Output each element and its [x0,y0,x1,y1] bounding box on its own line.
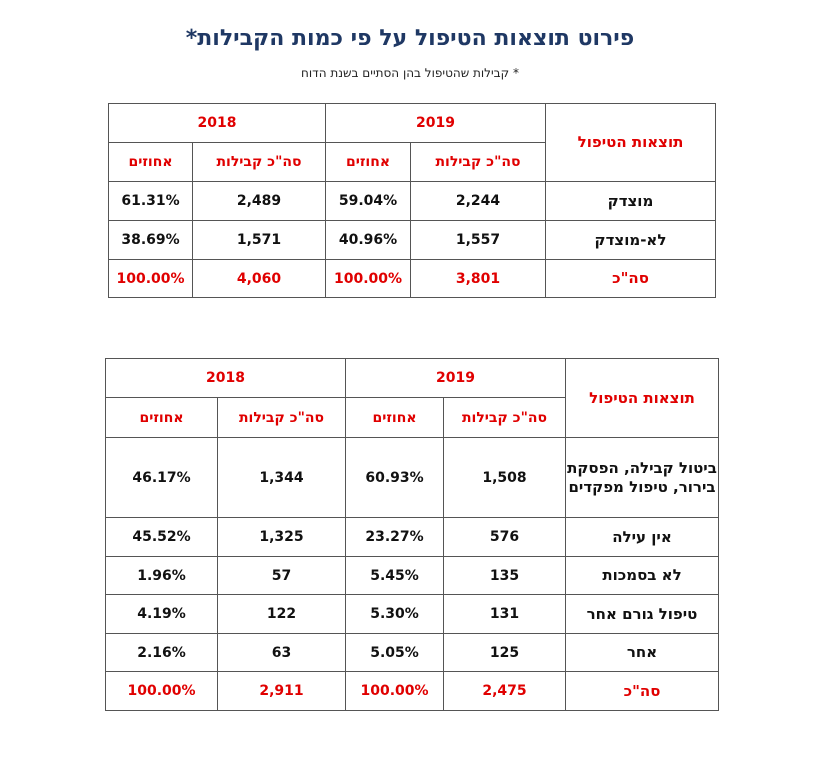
row-label: ביטול קבילה, הפסקת בירור, טיפול מפקדים [565,437,719,518]
row-label: סה"כ [565,671,719,711]
percent-cell: 60.93% [345,437,444,518]
table-row: לא-מוצדק 1,557 40.96% 1,571 38.69% [108,220,716,260]
percent-cell: 1.96% [105,556,218,595]
count-header: סה"כ קבילות [217,397,346,438]
subheader-row: סה"כ קבילות אחוזים סה"כ קבילות אחוזים [105,397,719,438]
count-cell: 2,475 [443,671,566,711]
footnote: * קבילות שהטיפול בהן הסתיים בשנת הדוח [301,66,519,80]
count-header: סה"כ קבילות [443,397,566,438]
page-title: פירוט תוצאות הטיפול על פי כמות הקבילות* [185,26,635,51]
percent-cell: 5.30% [345,594,444,634]
row-label: לא-מוצדק [545,220,716,260]
table-row: לא בסמכות 135 5.45% 57 1.96% [105,556,719,595]
results-table-summary: תוצאות הטיפול 2019 2018 סה"כ קבילות אחוזים סה… [108,103,716,298]
percent-cell: 2.16% [105,633,218,672]
percent-header: אחוזים [345,397,444,438]
percent-cell: 100.00% [345,671,444,711]
percent-cell: 100.00% [325,259,411,298]
label-column-header: תוצאות הטיפול [545,103,716,182]
table-row: אין עילה 576 23.27% 1,325 45.52% [105,517,719,557]
count-cell: 3,801 [410,259,546,298]
count-cell: 131 [443,594,566,634]
percent-cell: 61.31% [108,181,193,221]
header-row: תוצאות הטיפול 2019 2018 [108,103,716,182]
count-cell: 2,244 [410,181,546,221]
percent-header: אחוזים [325,142,411,182]
count-cell: 2,489 [192,181,326,221]
row-label: אחר [565,633,719,672]
percent-cell: 5.05% [345,633,444,672]
percent-cell: 5.45% [345,556,444,595]
results-table-breakdown: תוצאות הטיפול 2019 2018 סה"כ קבילות אחוזים סה… [105,358,719,711]
count-cell: 63 [217,633,346,672]
percent-cell: 38.69% [108,220,193,260]
count-cell: 1,508 [443,437,566,518]
count-header: סה"כ קבילות [410,142,546,182]
percent-cell: 59.04% [325,181,411,221]
percent-cell: 45.52% [105,517,218,557]
count-cell: 125 [443,633,566,672]
count-cell: 1,557 [410,220,546,260]
percent-cell: 100.00% [108,259,193,298]
count-cell: 576 [443,517,566,557]
percent-cell: 100.00% [105,671,218,711]
year-header-2019: 2019 [325,103,546,143]
count-cell: 135 [443,556,566,595]
label-column-header: תוצאות הטיפול [565,358,719,438]
count-header: סה"כ קבילות [192,142,326,182]
total-row: סה"כ 2,475 100.00% 2,911 100.00% [105,671,719,711]
total-row: סה"כ 3,801 100.00% 4,060 100.00% [108,259,716,298]
table-row: אחר 125 5.05% 63 2.16% [105,633,719,672]
year-header-2018: 2018 [105,358,346,398]
count-cell: 122 [217,594,346,634]
year-header-2018: 2018 [108,103,326,143]
percent-header: אחוזים [105,397,218,438]
row-label: סה"כ [545,259,716,298]
percent-cell: 40.96% [325,220,411,260]
row-label: לא בסמכות [565,556,719,595]
percent-cell: 4.19% [105,594,218,634]
table-row: ביטול קבילה, הפסקת בירור, טיפול מפקדים 1,… [105,437,719,518]
count-cell: 57 [217,556,346,595]
row-label: אין עילה [565,517,719,557]
row-label: מוצדק [545,181,716,221]
row-label: טיפול גורם אחר [565,594,719,634]
year-header-2019: 2019 [345,358,566,398]
count-cell: 2,911 [217,671,346,711]
subheader-row: סה"כ קבילות אחוזים סה"כ קבילות אחוזים [108,142,716,182]
percent-cell: 46.17% [105,437,218,518]
table-row: מוצדק 2,244 59.04% 2,489 61.31% [108,181,716,221]
count-cell: 1,344 [217,437,346,518]
count-cell: 1,571 [192,220,326,260]
header-row: תוצאות הטיפול 2019 2018 [105,358,719,438]
table-row: טיפול גורם אחר 131 5.30% 122 4.19% [105,594,719,634]
percent-cell: 23.27% [345,517,444,557]
percent-header: אחוזים [108,142,193,182]
count-cell: 1,325 [217,517,346,557]
count-cell: 4,060 [192,259,326,298]
